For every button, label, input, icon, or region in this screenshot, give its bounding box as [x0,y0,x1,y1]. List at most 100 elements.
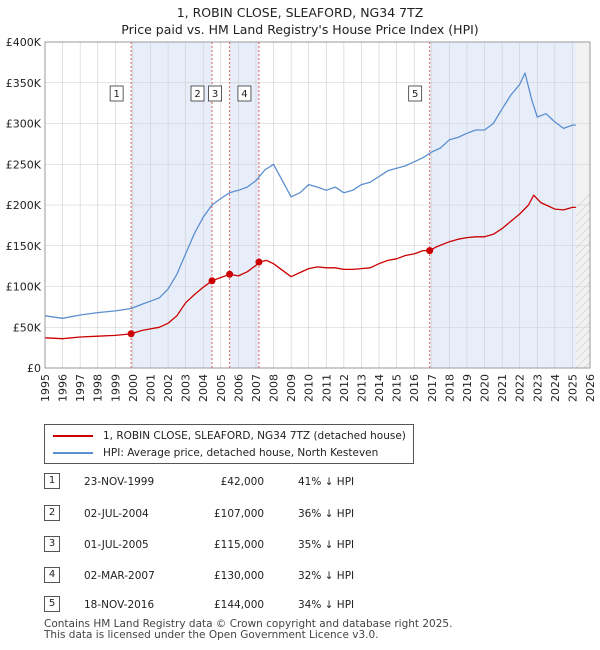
series-lines [44,72,576,340]
hpi-line [44,72,576,319]
sale-row: 5 18-NOV-2016 £144,000 34% ↓ HPI [44,596,444,613]
x-tick-label: 2004 [197,374,210,402]
y-tick-label: £50K [13,321,42,334]
sale-point [127,330,135,338]
sale-price: £42,000 [220,476,264,488]
sale-row: 2 02-JUL-2004 £107,000 36% ↓ HPI [44,505,444,522]
x-tick-label: 2017 [426,374,439,402]
x-tick-label: 2018 [443,374,456,402]
sale-date: 02-MAR-2007 [84,570,155,582]
x-tick-label: 2002 [162,374,175,402]
x-tick-label: 2011 [320,374,333,402]
sale-label-box [208,85,222,102]
price-chart: 1 2 3 4 5 £0 £50K £100K £150K £200K £250K £300K £35… [6,36,600,402]
sale-point [226,270,234,278]
legend-label-price: 1, ROBIN CLOSE, SLEAFORD, NG34 7TZ (deta… [103,430,406,442]
sale-date: 18-NOV-2016 [84,599,155,611]
legend-item-price: 1, ROBIN CLOSE, SLEAFORD, NG34 7TZ (deta… [53,428,406,444]
sale-label: 3 [212,89,218,100]
x-tick-label: 2003 [180,374,193,402]
x-tick-label: 1995 [39,374,52,402]
sale-label-box [237,85,252,102]
x-tick-label: 2009 [285,374,298,402]
x-tick-label: 1997 [74,374,87,402]
sale-price: £130,000 [214,570,265,582]
sale-point [208,277,216,285]
price-paid-line [44,194,576,340]
x-tick-label: 2026 [584,374,597,402]
sale-point [426,247,434,255]
y-tick-label: £100K [6,281,42,294]
sale-row: 4 02-MAR-2007 £130,000 32% ↓ HPI [44,567,444,584]
x-tick-label: 2010 [303,374,316,402]
legend: 1, ROBIN CLOSE, SLEAFORD, NG34 7TZ (deta… [44,424,414,464]
plot-frame [44,41,591,369]
legend-swatch-price [53,435,93,437]
y-tick-label: £350K [6,77,42,90]
x-tick-label: 2012 [338,374,351,402]
sale-hpi-diff: 35% ↓ HPI [298,539,355,551]
sale-hpi-diff: 32% ↓ HPI [298,570,355,582]
x-tick-label: 2019 [461,374,474,402]
x-tick-label: 2025 [566,374,579,402]
x-tick-label: 2005 [215,374,228,402]
legend-swatch-hpi [53,452,93,454]
sale-label-box [408,85,423,102]
sale-label-box [109,85,124,102]
y-tick-label: £400K [6,36,42,49]
x-tick-label: 2015 [391,374,404,402]
footer: Contains HM Land Registry data © Crown c… [44,619,452,641]
sale-label: 1 [113,89,119,100]
x-tick-label: 1998 [92,374,105,402]
x-tick-label: 2021 [496,374,509,402]
sale-points [127,247,434,338]
forecast-hatch [592,42,600,368]
x-tick-label: 2016 [408,374,421,402]
sale-label: 4 [241,89,247,100]
sale-price: £144,000 [214,599,265,611]
sale-row: 3 01-JUL-2005 £115,000 35% ↓ HPI [44,536,444,553]
sale-number-badge: 2 [44,505,60,521]
y-tick-label: £200K [6,199,42,212]
footer-license: This data is licensed under the Open Gov… [44,629,379,641]
sale-number-badge: 1 [44,473,60,489]
sale-label: 5 [412,89,418,100]
chart-subtitle: Price paid vs. HM Land Registry's House … [121,22,479,37]
x-tick-label: 2000 [127,374,140,402]
sale-point [255,258,263,266]
sale-label-box [190,85,205,102]
x-tick-label: 2008 [268,374,281,402]
sale-date: 02-JUL-2004 [84,508,149,520]
footer-copyright: Contains HM Land Registry data © Crown c… [44,618,453,630]
sale-price: £115,000 [214,539,265,551]
y-tick-label: £150K [6,240,42,253]
x-tick-label: 2024 [549,374,562,402]
x-tick-label: 2006 [232,374,245,402]
x-tick-label: 1999 [109,374,122,402]
legend-item-hpi: HPI: Average price, detached house, Nort… [53,445,378,461]
sale-number-badge: 4 [44,567,60,583]
sale-label: 2 [194,89,200,100]
sale-date: 01-JUL-2005 [84,539,149,551]
sale-hpi-diff: 34% ↓ HPI [298,599,355,611]
x-tick-label: 2001 [144,374,157,402]
sale-hpi-diff: 41% ↓ HPI [298,476,355,488]
sale-labels: 1 2 3 4 5 [109,85,423,102]
sale-number-badge: 3 [44,536,60,552]
chart-title: 1, ROBIN CLOSE, SLEAFORD, NG34 7TZ [176,5,424,20]
x-tick-label: 2007 [250,374,263,402]
sale-date: 23-NOV-1999 [84,476,155,488]
x-tick-label: 2022 [514,374,527,402]
x-tick-label: 2020 [479,374,492,402]
axes: £0 £50K £100K £150K £200K £250K £300K £350K £400… [6,36,597,402]
legend-label-hpi: HPI: Average price, detached house, Nort… [103,447,379,459]
y-tick-label: £0 [27,362,41,375]
x-tick-label: 2023 [531,374,544,402]
sale-number-badge: 5 [44,596,60,612]
sale-price: £107,000 [214,508,265,520]
y-tick-label: £250K [6,158,42,171]
x-tick-label: 1996 [57,374,70,402]
sale-hpi-diff: 36% ↓ HPI [298,508,355,520]
sale-row: 1 23-NOV-1999 £42,000 41% ↓ HPI [44,473,444,490]
forecast-hatch [575,305,591,321]
